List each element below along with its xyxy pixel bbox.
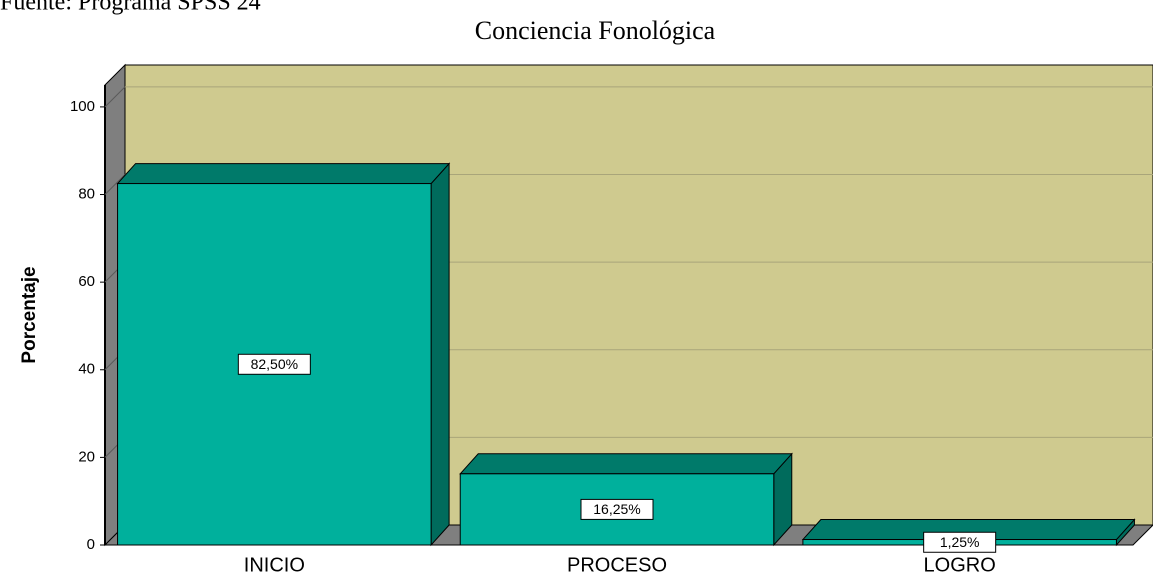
value-label-box [237, 353, 311, 375]
x-tick-label: INICIO [244, 554, 305, 576]
bar-top [116, 163, 451, 185]
y-tick-label: 60 [78, 273, 95, 290]
grid-line [104, 86, 126, 108]
chart-title: Conciencia Fonológica [475, 16, 716, 45]
y-tick-label: 0 [87, 536, 95, 553]
bar-side [430, 162, 450, 547]
value-label-box [580, 498, 654, 520]
value-label-box [923, 531, 997, 553]
y-axis-label: Porcentaje [19, 266, 40, 363]
y-tick-label: 20 [78, 448, 95, 465]
value-label: 82,50% [251, 356, 298, 372]
bar-top [459, 453, 793, 475]
value-label: 16,25% [593, 501, 640, 517]
value-label: 1,25% [940, 534, 980, 550]
x-tick-label: PROCESO [567, 554, 667, 576]
y-tick-label: 80 [78, 185, 95, 202]
grid-line [104, 174, 126, 195]
x-tick-label: LOGRO [924, 554, 996, 576]
source-note: Fuente: Programa SPSS 24 [0, 0, 261, 16]
y-tick-label: 100 [70, 98, 95, 115]
y-tick-label: 40 [78, 361, 95, 378]
